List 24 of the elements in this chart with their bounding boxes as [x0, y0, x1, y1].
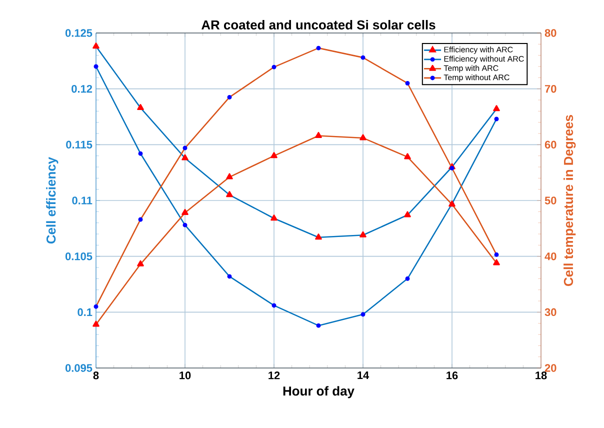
y-tick-label: 0.095: [65, 364, 92, 372]
x-axis-title: Hour of day: [283, 386, 354, 398]
chart-title: AR coated and uncoated Si solar cells: [202, 20, 436, 30]
y-tick-label: 0.115: [66, 140, 92, 149]
y2-tick-label: 50: [544, 196, 556, 204]
y2-tick-label: 20: [544, 364, 556, 372]
y-tick-label: 0.11: [72, 196, 92, 204]
y-axis-title: Cell efficiency: [46, 157, 58, 244]
x-tick-label: 16: [446, 372, 458, 380]
y-tick-label: 0.105: [65, 252, 92, 260]
x-tick-label: 14: [358, 372, 370, 380]
y2-axis-title: Cell temperature in Degrees: [564, 115, 576, 286]
y2-tick-label: 70: [544, 84, 556, 93]
y-tick-label: 0.1: [78, 308, 92, 316]
x-tick-label: 12: [268, 372, 280, 380]
x-tick-label: 8: [93, 372, 99, 380]
y2-tick-label: 40: [544, 252, 556, 260]
y2-tick-label: 30: [544, 308, 556, 316]
y2-tick-label: 60: [544, 140, 556, 149]
x-tick-label: 10: [180, 372, 191, 380]
y-tick-label: 0.12: [72, 84, 92, 93]
x-tick-label: 18: [536, 372, 547, 380]
y-tick-label: 0.125: [65, 29, 92, 37]
y2-tick-label: 80: [544, 29, 556, 37]
